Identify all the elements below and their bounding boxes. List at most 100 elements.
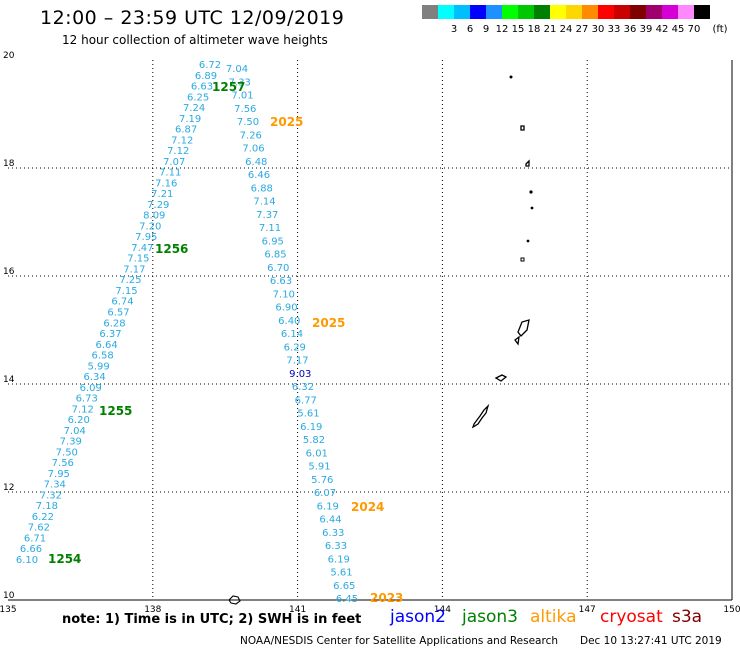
- wave-height-value: 7.10: [273, 289, 295, 300]
- alamagan-island: [529, 190, 533, 194]
- wave-height-value: 6.34: [83, 372, 105, 383]
- lon-tick-label: 138: [144, 605, 161, 615]
- wave-height-value: 7.17: [123, 265, 145, 276]
- legend-swatch: [662, 5, 678, 19]
- legend-swatch: [646, 5, 662, 19]
- wave-height-value: 6.48: [245, 157, 267, 168]
- lon-tick-label: 147: [579, 605, 596, 615]
- lon-tick-label: 150: [723, 605, 740, 615]
- wave-height-value: 6.33: [322, 528, 344, 539]
- legend-swatch: [502, 5, 518, 19]
- pass-time-label: 2025: [270, 115, 303, 129]
- legend-swatch: [454, 5, 470, 19]
- wave-height-value: 6.01: [306, 448, 328, 459]
- wave-height-value: 7.95: [48, 469, 70, 480]
- wave-height-value: 6.25: [187, 92, 209, 103]
- legend-swatch: [438, 5, 454, 19]
- wave-height-value: 6.28: [103, 318, 125, 329]
- legend-label: 36: [623, 24, 637, 35]
- legend-swatch: [550, 5, 566, 19]
- wave-height-value: 7.14: [253, 197, 275, 208]
- wave-height-value: 7.37: [256, 210, 278, 221]
- wave-height-value: 5.61: [297, 409, 319, 420]
- legend-label: 21: [543, 24, 557, 35]
- wave-height-value: 7.56: [234, 104, 256, 115]
- wave-height-value: 5.76: [311, 475, 333, 486]
- pass-time-label: 1254: [48, 552, 81, 566]
- lat-tick-label: 18: [3, 159, 15, 169]
- legend-swatch: [486, 5, 502, 19]
- wave-height-value: 6.32: [292, 382, 314, 393]
- wave-height-value: 6.87: [175, 125, 197, 136]
- lat-tick-label: 12: [3, 483, 14, 493]
- pass-time-labels: 1257 1256 1255 1254 2025 2025 2024 2023: [48, 80, 403, 605]
- wave-height-value: 6.73: [76, 394, 98, 405]
- wave-height-value: 6.37: [99, 329, 121, 340]
- wave-height-value: 6.90: [275, 303, 297, 314]
- legend-unit: (ft): [712, 24, 728, 35]
- guguan-island: [530, 206, 534, 210]
- pass-time-label: 1255: [99, 404, 132, 418]
- wave-height-value: 6.70: [267, 263, 289, 274]
- lat-tick-label: 10: [3, 591, 15, 601]
- legend-label: 15: [511, 24, 525, 35]
- wave-height-value: 7.18: [36, 501, 58, 512]
- maug-island: [509, 75, 513, 79]
- wave-height-value: 6.45: [336, 594, 358, 605]
- legend-swatch: [598, 5, 614, 19]
- wave-height-value: 6.40: [278, 316, 300, 327]
- generated-timestamp: Dec 10 13:27:41 UTC 2019: [580, 635, 722, 647]
- wave-height-value: 6.10: [16, 555, 38, 566]
- legend-swatch: [614, 5, 630, 19]
- lat-tick-label: 16: [3, 267, 15, 277]
- legend-label: 6: [466, 24, 474, 35]
- wave-height-value: 7.47: [131, 243, 153, 254]
- wave-height-value: 6.58: [91, 351, 113, 362]
- wave-height-value: 6.85: [264, 250, 286, 261]
- wave-height-value: 7.04: [226, 64, 248, 75]
- wave-height-value: 6.66: [20, 544, 42, 555]
- wave-height-value: 7.11: [259, 223, 281, 234]
- legend-label: 39: [639, 24, 653, 35]
- wave-height-value: 7.33: [229, 77, 251, 88]
- legend-swatch: [582, 5, 598, 19]
- wave-height-value: 6.74: [111, 297, 133, 308]
- satellite-name-cryosat: cryosat: [600, 607, 663, 627]
- wave-height-value: 7.50: [237, 117, 259, 128]
- yap-island: [228, 595, 241, 605]
- wave-height-value: 7.95: [135, 232, 157, 243]
- wave-height-value: 7.20: [139, 221, 161, 232]
- lat-lon-grid: 135 138 141 144 147 150 10 12 14 16 18 20: [0, 51, 740, 615]
- wave-height-value: 6.33: [325, 541, 347, 552]
- wave-height-value: 6.46: [248, 170, 270, 181]
- wave-height-value: 6.57: [107, 308, 129, 319]
- wave-height-value: 6.77: [295, 395, 317, 406]
- legend-swatch: [518, 5, 534, 19]
- wave-height-value: 7.04: [64, 426, 86, 437]
- legend-swatch: [678, 5, 694, 19]
- legend-label: 3: [450, 24, 458, 35]
- wave-height-value: 7.29: [147, 200, 169, 211]
- satellite-name-jason3: jason3: [462, 607, 518, 627]
- wave-height-value: 9.03: [289, 369, 311, 380]
- legend-label: 42: [655, 24, 669, 35]
- wave-height-value: 5.82: [303, 435, 325, 446]
- wave-height-value: 8.09: [143, 211, 165, 222]
- wave-height-value: 7.12: [171, 135, 193, 146]
- wave-height-value: 6.65: [333, 581, 355, 592]
- pass-time-label: 2023: [370, 591, 403, 605]
- legend-label: 70: [687, 24, 701, 35]
- wave-height-value: 7.26: [240, 130, 262, 141]
- agrihan-island: [520, 125, 525, 131]
- rota-island: [494, 374, 508, 382]
- wave-height-value: 6.09: [80, 383, 102, 394]
- credit-line: NOAA/NESDIS Center for Satellite Applica…: [240, 635, 558, 647]
- wave-height-value: 6.19: [328, 554, 350, 565]
- wave-height-value: 6.63: [270, 276, 292, 287]
- anatahan-island: [520, 257, 525, 262]
- wave-height-value: 5.61: [330, 568, 352, 579]
- satellite-name-altika: altika: [530, 607, 577, 627]
- legend-swatch: [534, 5, 550, 19]
- legend-label: 9: [482, 24, 490, 35]
